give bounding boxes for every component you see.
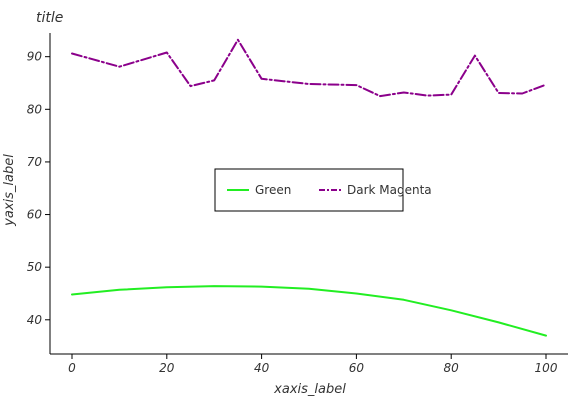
- y-axis-label: yaxis_label: [2, 154, 17, 227]
- chart-title: title: [36, 10, 63, 26]
- x-tick-label: 60: [349, 361, 365, 375]
- x-axis-label: xaxis_label: [273, 382, 346, 397]
- y-tick-label: 70: [27, 155, 43, 169]
- legend-label: Green: [255, 183, 291, 197]
- legend-label: Dark Magenta: [347, 183, 432, 197]
- y-tick-label: 40: [27, 313, 43, 327]
- y-tick-label: 80: [27, 102, 43, 116]
- x-tick-label: 0: [68, 361, 76, 375]
- axes: 40 50 60 70 80 90 0 20 40 60 80 100: [27, 33, 568, 375]
- series-line-green: [71, 285, 547, 337]
- y-tick-label: 90: [27, 50, 43, 64]
- x-tick-label: 40: [254, 361, 270, 375]
- y-tick-label: 60: [27, 208, 43, 222]
- legend: Green Dark Magenta: [214, 168, 432, 212]
- series-line-dark-magenta: [71, 38, 547, 98]
- series-layer: [71, 38, 547, 337]
- x-tick-label: 100: [535, 361, 558, 375]
- x-tick-label: 80: [444, 361, 460, 375]
- legend-box: [214, 168, 404, 212]
- y-tick-label: 50: [27, 260, 43, 274]
- x-tick-label: 20: [159, 361, 175, 375]
